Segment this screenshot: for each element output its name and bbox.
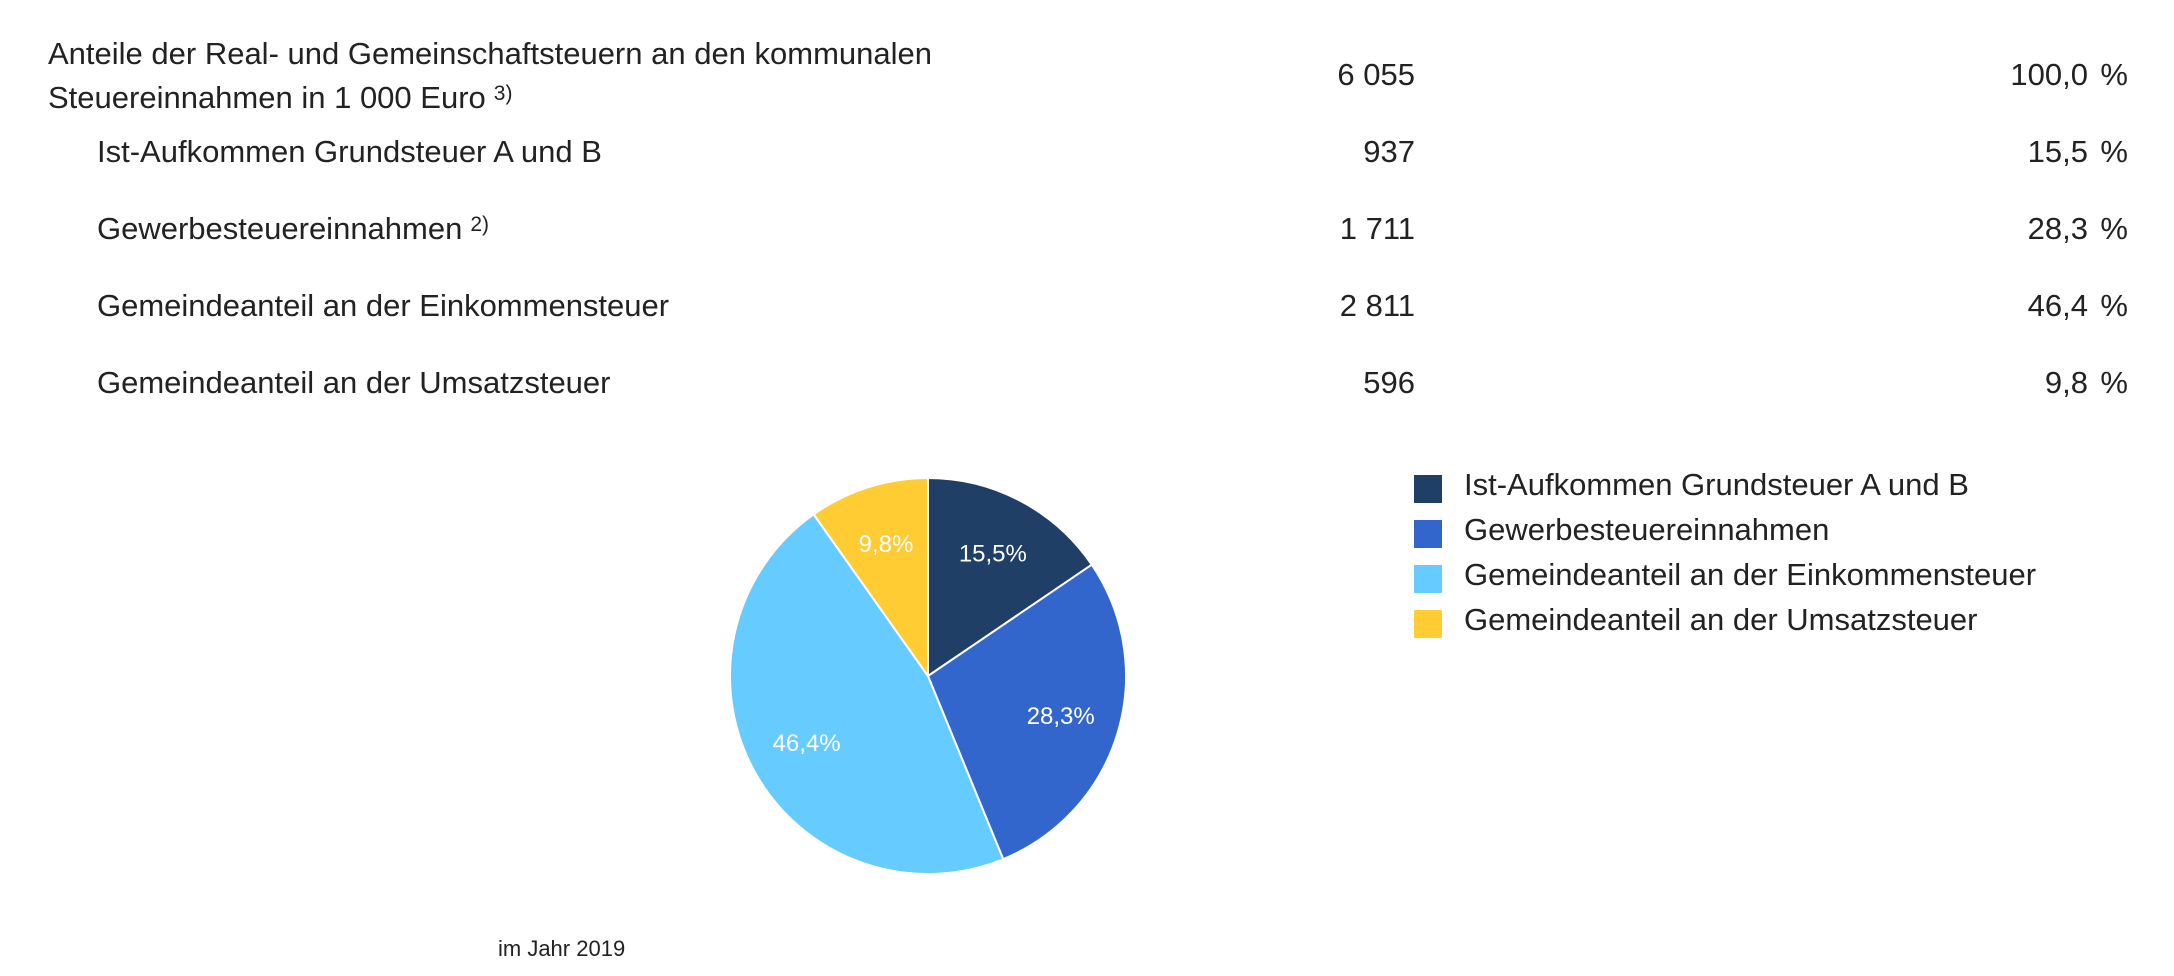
pie-slice-einkommensteuer xyxy=(729,512,1005,875)
row-value: 1 711 xyxy=(1339,211,1415,246)
table-row: Gewerbesteuereinnahmen 2) 1 711 28,3 % xyxy=(48,207,2128,284)
pie-label-umsatzsteuer: 9,8% xyxy=(859,531,914,558)
row-percent-unit: % xyxy=(2100,288,2128,323)
pie-chart: 15,5% 28,3% 46,4% 9,8% xyxy=(728,476,1128,876)
row-percent: 9,8 xyxy=(2044,365,2088,400)
legend-swatch xyxy=(1414,565,1442,593)
legend-label: Gemeindeanteil an der Umsatzsteuer xyxy=(1464,602,1978,637)
footnote-marker: 3) xyxy=(493,82,513,105)
pie-label-gewerbesteuer: 28,3% xyxy=(1027,703,1095,730)
row-label: Gemeindeanteil an der Umsatzsteuer xyxy=(97,365,611,400)
legend-label: Ist-Aufkommen Grundsteuer A und B xyxy=(1464,467,1969,502)
row-value: 596 xyxy=(1363,365,1415,400)
row-value: 937 xyxy=(1363,134,1415,169)
row-label: Gemeindeanteil an der Einkommensteuer xyxy=(97,288,670,323)
table-header-value: 6 055 xyxy=(1337,57,1415,92)
row-percent: 15,5 xyxy=(2027,134,2088,169)
legend-swatch xyxy=(1414,520,1442,548)
pie-slice-gewerbesteuer xyxy=(926,563,1127,861)
footnote-marker: 2) xyxy=(470,213,490,236)
table-header-percent-unit: % xyxy=(2100,57,2128,92)
row-percent: 46,4 xyxy=(2027,288,2088,323)
table-row: Gemeindeanteil an der Umsatzsteuer 596 9… xyxy=(48,361,2128,438)
row-percent-unit: % xyxy=(2100,365,2128,400)
pie-label-grundsteuer: 15,5% xyxy=(959,541,1027,568)
row-label: Gewerbesteuereinnahmen 2) xyxy=(97,211,490,246)
pie-label-einkommensteuer: 46,4% xyxy=(773,730,841,757)
pie-slice-umsatzsteuer xyxy=(812,476,929,680)
legend-swatch xyxy=(1414,475,1442,503)
legend-label: Gemeindeanteil an der Einkommensteuer xyxy=(1464,557,2037,592)
row-value: 2 811 xyxy=(1339,288,1415,323)
pie-chart-svg: 15,5% 28,3% 46,4% 9,8% xyxy=(729,476,1127,875)
table-row: Gemeindeanteil an der Einkommensteuer 2 … xyxy=(48,284,2128,361)
table-header-label-line2: Steuereinnahmen in 1 000 Euro xyxy=(48,80,486,115)
pie-slice-grundsteuer xyxy=(927,476,1094,678)
table-header-label-line1: Anteile der Real- und Gemeinschaftsteuer… xyxy=(48,36,933,71)
table-header-row: Anteile der Real- und Gemeinschaftsteuer… xyxy=(48,30,2128,130)
tax-share-table: Anteile der Real- und Gemeinschaftsteuer… xyxy=(48,30,2128,438)
table-header-percent: 100,0 xyxy=(2010,57,2088,92)
row-percent-unit: % xyxy=(2100,134,2128,169)
legend-swatch xyxy=(1414,610,1442,638)
table-row: Ist-Aufkommen Grundsteuer A und B 937 15… xyxy=(48,130,2128,207)
table-header-label: Anteile der Real- und Gemeinschaftsteuer… xyxy=(48,32,1068,120)
legend-label: Gewerbesteuereinnahmen xyxy=(1464,512,1830,547)
row-percent: 28,3 xyxy=(2027,211,2088,246)
chart-caption: im Jahr 2019 xyxy=(498,936,626,961)
row-label: Ist-Aufkommen Grundsteuer A und B xyxy=(97,134,602,169)
row-percent-unit: % xyxy=(2100,211,2128,246)
